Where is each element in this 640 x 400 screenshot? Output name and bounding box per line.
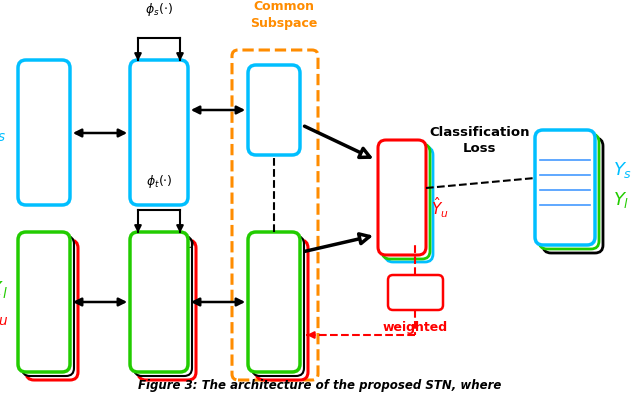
Text: Soft-MMD
Loss: Soft-MMD Loss [134, 238, 194, 266]
FancyBboxPatch shape [252, 236, 304, 376]
Text: $\phi_s(\cdot)$: $\phi_s(\cdot)$ [145, 1, 173, 18]
Text: $\phi_t(\cdot)$: $\phi_t(\cdot)$ [146, 173, 172, 190]
FancyBboxPatch shape [134, 236, 192, 376]
FancyBboxPatch shape [130, 60, 188, 205]
Text: Classification
Loss: Classification Loss [429, 126, 531, 154]
FancyBboxPatch shape [535, 130, 595, 245]
Text: $Y_s$: $Y_s$ [613, 160, 632, 180]
FancyBboxPatch shape [22, 236, 74, 376]
Text: Common
Subspace: Common Subspace [250, 0, 317, 30]
Text: $X_l$: $X_l$ [0, 279, 8, 301]
Text: $r/R$: $r/R$ [404, 286, 425, 300]
FancyBboxPatch shape [18, 60, 70, 205]
FancyBboxPatch shape [388, 275, 443, 310]
FancyBboxPatch shape [543, 138, 603, 253]
FancyBboxPatch shape [130, 232, 188, 372]
Text: Figure 3: The architecture of the proposed STN, where: Figure 3: The architecture of the propos… [138, 379, 502, 392]
Text: $X_u$: $X_u$ [0, 306, 8, 328]
FancyBboxPatch shape [248, 232, 300, 372]
FancyBboxPatch shape [385, 147, 433, 262]
FancyBboxPatch shape [18, 232, 70, 372]
FancyBboxPatch shape [138, 240, 196, 380]
Text: $\hat{Y}_u$: $\hat{Y}_u$ [431, 196, 449, 220]
Text: $X_s$: $X_s$ [0, 122, 6, 144]
FancyBboxPatch shape [248, 65, 300, 155]
FancyBboxPatch shape [378, 140, 426, 255]
FancyBboxPatch shape [539, 134, 599, 249]
FancyBboxPatch shape [26, 240, 78, 380]
FancyBboxPatch shape [256, 240, 308, 380]
Text: $Y_l$: $Y_l$ [613, 190, 630, 210]
Text: weighted: weighted [383, 322, 447, 334]
FancyBboxPatch shape [382, 144, 430, 259]
